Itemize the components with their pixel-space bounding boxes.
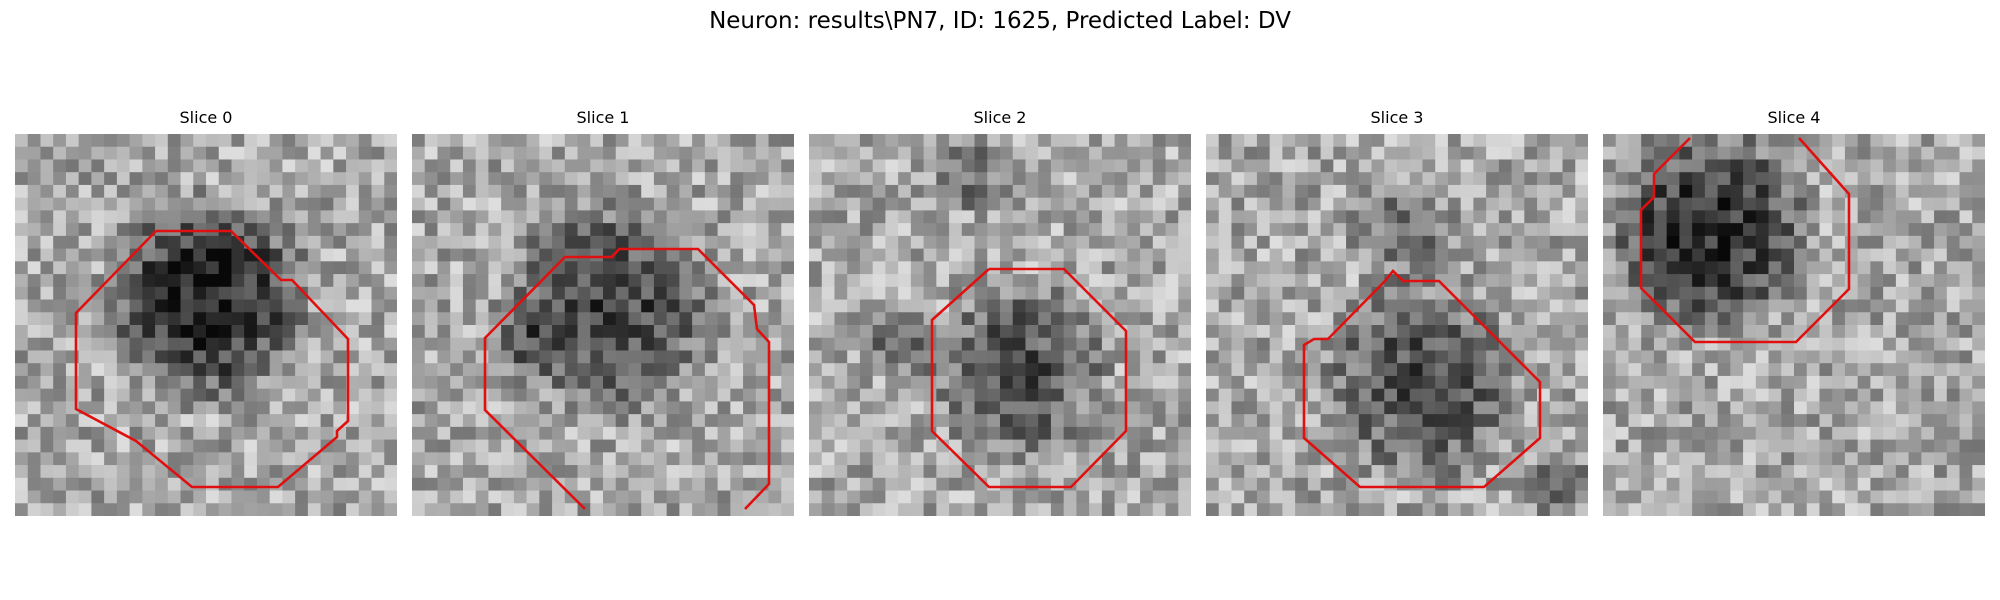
slice-panel-0: Slice 0 xyxy=(15,108,397,518)
microscopy-image-4 xyxy=(1603,134,1985,516)
slice-panel-1: Slice 1 xyxy=(412,108,794,518)
slice-title-0: Slice 0 xyxy=(179,108,233,127)
slice-panel-3: Slice 3 xyxy=(1206,108,1588,518)
roi-contour-2 xyxy=(930,267,1128,489)
slice-panel-4: Slice 4 xyxy=(1603,108,1985,518)
roi-contour-1 xyxy=(483,247,771,510)
slice-image-4 xyxy=(1603,134,1985,516)
slice-title-2: Slice 2 xyxy=(973,108,1027,127)
slice-title-4: Slice 4 xyxy=(1767,108,1821,127)
microscopy-image-3 xyxy=(1206,134,1588,516)
microscopy-image-0 xyxy=(15,134,397,516)
slice-image-1 xyxy=(412,134,794,516)
roi-contour-3 xyxy=(1302,269,1542,489)
slice-panel-2: Slice 2 xyxy=(809,108,1191,518)
slice-title-1: Slice 1 xyxy=(576,108,630,127)
microscopy-image-2 xyxy=(809,134,1191,516)
slice-image-2 xyxy=(809,134,1191,516)
roi-contour-4 xyxy=(1639,137,1851,344)
slice-image-3 xyxy=(1206,134,1588,516)
microscopy-image-1 xyxy=(412,134,794,516)
slice-title-3: Slice 3 xyxy=(1370,108,1424,127)
figure-title: Neuron: results\PN7, ID: 1625, Predicted… xyxy=(709,8,1291,34)
slice-image-0 xyxy=(15,134,397,516)
roi-contour-0 xyxy=(74,229,350,489)
